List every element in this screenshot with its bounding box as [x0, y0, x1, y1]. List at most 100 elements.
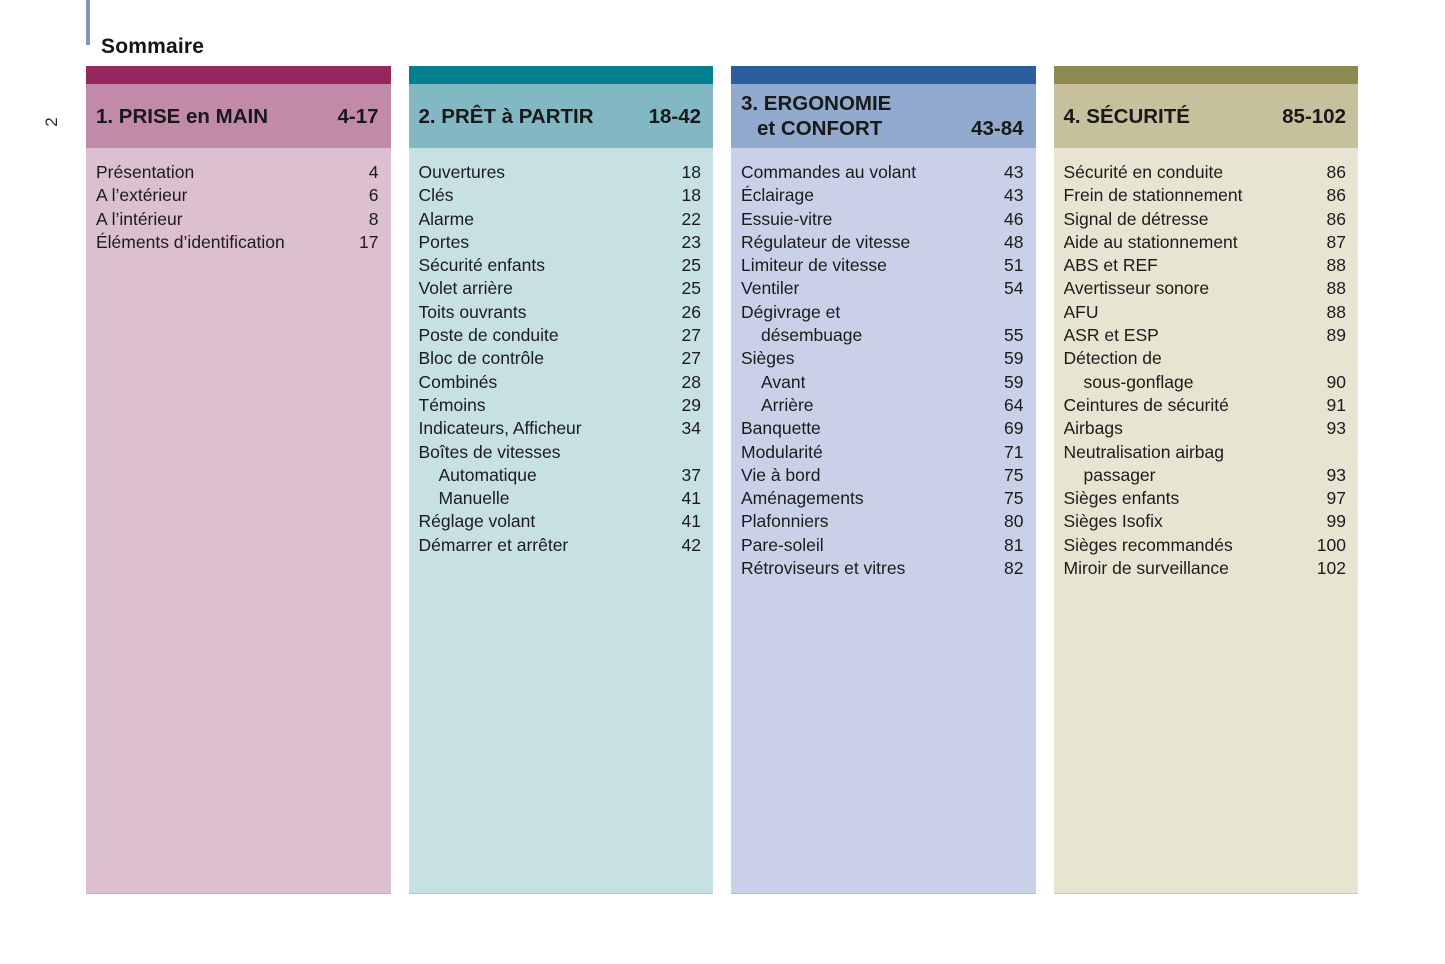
toc-entry-page: 91 — [1326, 394, 1346, 415]
toc-entry[interactable]: Alarme 22 — [419, 208, 702, 231]
toc-entry-label: Démarrer et arrêter — [418, 534, 569, 555]
toc-entry[interactable]: Automatique 37 — [419, 464, 702, 487]
toc-entry-label: Frein de stationnement — [1063, 185, 1243, 206]
toc-entry-page: 8 — [368, 208, 379, 229]
toc-entry[interactable]: Clés 18 — [419, 184, 702, 207]
toc-entry[interactable]: Sièges recommandés 100 — [1064, 534, 1347, 557]
toc-entry-page: 86 — [1326, 162, 1346, 182]
toc-entry[interactable]: Dégivrage et — [741, 301, 1024, 324]
toc-entry-page: 97 — [1326, 488, 1346, 509]
toc-entry-label: Plafonniers — [741, 511, 829, 532]
toc-entry[interactable]: A l’intérieur 8 — [96, 208, 379, 231]
toc-entry[interactable]: Modularité 71 — [741, 441, 1024, 464]
toc-entry[interactable]: Vie à bord 75 — [741, 464, 1024, 487]
toc-entry[interactable]: Plafonniers 80 — [741, 510, 1024, 533]
toc-entry[interactable]: Détection de — [1064, 347, 1347, 370]
toc-entry-label: Pare-soleil — [741, 534, 824, 555]
toc-entry[interactable]: Miroir de surveillance 102 — [1064, 557, 1347, 580]
toc-entry[interactable]: Sièges 59 — [741, 347, 1024, 370]
toc-entry-page: 54 — [1004, 278, 1024, 299]
toc-entry[interactable]: Sécurité enfants 25 — [419, 254, 702, 277]
toc-entry[interactable]: Aménagements 75 — [741, 487, 1024, 510]
toc-entry[interactable]: désembuage 55 — [741, 324, 1024, 347]
toc-entry[interactable]: Sièges Isofix 99 — [1064, 510, 1347, 533]
toc-entry-page: 22 — [681, 208, 701, 229]
toc-entry[interactable]: Airbags 93 — [1064, 417, 1347, 440]
toc-entry-label: Commandes au volant — [741, 162, 917, 182]
toc-entry[interactable]: Poste de conduite 27 — [419, 324, 702, 347]
toc-entry[interactable]: Avant 59 — [741, 371, 1024, 394]
toc-entry[interactable]: Éléments d’identification 17 — [96, 231, 379, 254]
toc-entry-label: Miroir de surveillance — [1063, 558, 1229, 579]
toc-entry-page: 28 — [681, 371, 701, 392]
toc-entry[interactable]: Neutralisation airbag — [1064, 441, 1347, 464]
section-title-line: et CONFORT 43-84 — [741, 116, 1024, 141]
toc-entry[interactable]: sous-gonflage 90 — [1064, 371, 1347, 394]
toc-entry[interactable]: ASR et ESP 89 — [1064, 324, 1347, 347]
toc-entry[interactable]: A l’extérieur 6 — [96, 184, 379, 207]
toc-entry-page: 34 — [681, 418, 701, 439]
toc-entry[interactable]: Éclairage 43 — [741, 184, 1024, 207]
toc-entry[interactable]: Arrière 64 — [741, 394, 1024, 417]
toc-entry-label: Sécurité en conduite — [1063, 162, 1224, 182]
toc-entry[interactable]: Aide au stationnement 87 — [1064, 231, 1347, 254]
toc-entry[interactable]: Banquette 69 — [741, 417, 1024, 440]
toc-entry[interactable]: Boîtes de vitesses — [419, 441, 702, 464]
toc-entry[interactable]: Ouvertures 18 — [419, 161, 702, 184]
section-header[interactable]: 3. ERGONOMIE et CONFORT 43-84 — [731, 84, 1036, 148]
toc-entry[interactable]: Sécurité en conduite 86 — [1064, 161, 1347, 184]
toc-entry[interactable]: Commandes au volant 43 — [741, 161, 1024, 184]
toc-entry-label: Avant — [761, 371, 806, 392]
toc-entry[interactable]: Avertisseur sonore 88 — [1064, 277, 1347, 300]
toc-entry-label: Combinés — [418, 371, 498, 392]
toc-entry[interactable]: Toits ouvrants 26 — [419, 301, 702, 324]
toc-entry-label: Essuie-vitre — [741, 208, 833, 229]
toc-entry-page: 99 — [1326, 511, 1346, 532]
toc-entry[interactable]: Présentation 4 — [96, 161, 379, 184]
toc-entry[interactable]: Témoins 29 — [419, 394, 702, 417]
toc-entry[interactable]: Bloc de contrôle 27 — [419, 347, 702, 370]
toc-entry-label: Manuelle — [438, 488, 510, 509]
toc-entry-page: 86 — [1326, 185, 1346, 206]
toc-entry-page: 80 — [1004, 511, 1024, 532]
toc-entry[interactable]: Manuelle 41 — [419, 487, 702, 510]
toc-entry-label: Avertisseur sonore — [1063, 278, 1210, 299]
toc-entry[interactable]: Volet arrière 25 — [419, 277, 702, 300]
toc-entry[interactable]: Signal de détresse 86 — [1064, 208, 1347, 231]
toc-entry-page: 87 — [1326, 231, 1346, 252]
page-title: Sommaire — [101, 35, 205, 59]
toc-entry[interactable]: Combinés 28 — [419, 371, 702, 394]
toc-entry[interactable]: Essuie-vitre 46 — [741, 208, 1024, 231]
toc-entry-page: 18 — [681, 162, 701, 182]
toc-entry[interactable]: Démarrer et arrêter 42 — [419, 534, 702, 557]
toc-entry-page: 4 — [368, 162, 379, 182]
toc-entry[interactable]: Limiteur de vitesse 51 — [741, 254, 1024, 277]
toc-entry[interactable]: Réglage volant 41 — [419, 510, 702, 533]
section-header[interactable]: 2. PRÊT à PARTIR 18-42 — [408, 84, 713, 148]
toc-entry[interactable]: AFU 88 — [1064, 301, 1347, 324]
toc-entry[interactable]: Portes 23 — [419, 231, 702, 254]
toc-entry[interactable]: Ventiler 54 — [741, 277, 1024, 300]
toc-entry[interactable]: Régulateur de vitesse 48 — [741, 231, 1024, 254]
toc-entry[interactable]: ABS et REF 88 — [1064, 254, 1347, 277]
section-title-line: 3. ERGONOMIE — [741, 91, 1024, 116]
toc-entry[interactable]: Frein de stationnement 86 — [1064, 184, 1347, 207]
toc-entry-label: Présentation — [96, 162, 195, 182]
toc-entry-page: 48 — [1004, 231, 1024, 252]
toc-entry-page: 90 — [1326, 371, 1346, 392]
section-page-range: 85-102 — [1282, 104, 1346, 128]
toc-entry-label: Clés — [418, 185, 454, 206]
toc-entry-label: AFU — [1063, 301, 1099, 322]
toc-entry[interactable]: Sièges enfants 97 — [1064, 487, 1347, 510]
toc-entry[interactable]: Ceintures de sécurité 91 — [1064, 394, 1347, 417]
toc-entry[interactable]: Indicateurs, Afficheur 34 — [419, 417, 702, 440]
toc-entry-label: Signal de détresse — [1063, 208, 1209, 229]
toc-entry-label: Dégivrage et — [741, 301, 841, 322]
section-header[interactable]: 4. SÉCURITÉ 85-102 — [1053, 84, 1358, 148]
toc-entry[interactable]: passager 93 — [1064, 464, 1347, 487]
section-header[interactable]: 1. PRISE en MAIN 4-17 — [86, 84, 391, 148]
section-title: 3. ERGONOMIE — [741, 92, 892, 115]
toc-entry-label: Airbags — [1063, 418, 1123, 439]
toc-entry[interactable]: Rétroviseurs et vitres 82 — [741, 557, 1024, 580]
toc-entry[interactable]: Pare-soleil 81 — [741, 534, 1024, 557]
